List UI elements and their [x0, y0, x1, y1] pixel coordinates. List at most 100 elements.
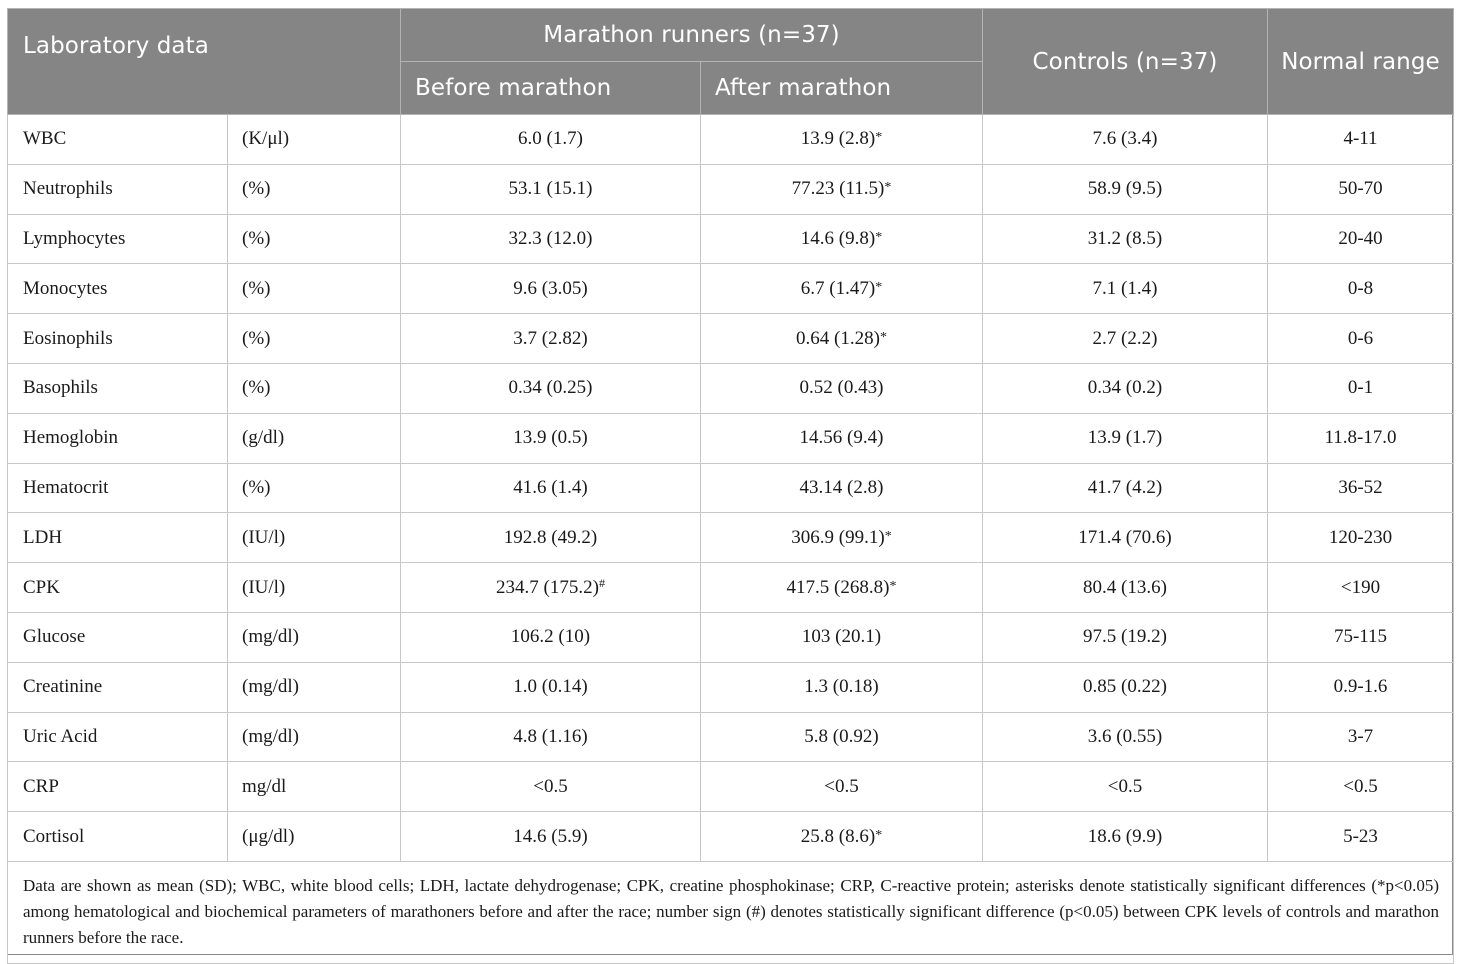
after-marathon-value-text: 14.56 (9.4) — [799, 427, 884, 449]
before-marathon-value: 1.0 (0.14) — [400, 661, 701, 713]
parameter-name-text: CPK — [23, 576, 60, 598]
parameter-name-text: CRP — [23, 775, 59, 797]
parameter-unit-text: (IU/l) — [242, 576, 286, 598]
table-row: Neutrophils (%) 53.1 (15.1) 77.23 (11.5)* 58… — [7, 163, 1454, 215]
parameter-name-text: Basophils — [23, 377, 98, 399]
before-marathon-value-text: 106.2 (10) — [510, 626, 591, 648]
after-marathon-value-text: 43.14 (2.8) — [799, 476, 884, 498]
parameter-name-text: Cortisol — [23, 825, 85, 847]
normal-range-value: 0-1 — [1267, 362, 1454, 414]
normal-range-value-text: 120-230 — [1328, 526, 1393, 548]
after-marathon-value-text: 417.5 (268.8) — [786, 576, 890, 598]
table-row: Glucose (mg/dl) 106.2 (10) 103 (20.1) 97.5 (… — [7, 611, 1454, 663]
table-row: Uric Acid (mg/dl) 4.8 (1.16) 5.8 (0.92) 3.6 … — [7, 711, 1454, 763]
normal-range-value-text: 36-52 — [1338, 476, 1383, 498]
parameter-unit: (mg/dl) — [227, 661, 401, 713]
table-row: CRP mg/dl <0.5 <0.5 <0.5 <0.5 — [7, 761, 1454, 813]
before-marathon-value-text: 192.8 (49.2) — [503, 526, 598, 548]
parameter-name: CPK — [7, 562, 228, 613]
significance-asterisk-mark: * — [884, 528, 892, 544]
parameter-name: Uric Acid — [7, 711, 228, 763]
table-row: WBC (K/μl) 6.0 (1.7) 13.9 (2.8)* 7.6 (3.4) 4-… — [7, 114, 1454, 165]
parameter-unit-text: (%) — [242, 227, 271, 249]
after-marathon-value: 417.5 (268.8)* — [700, 562, 983, 613]
normal-range-value-text: 11.8-17.0 — [1324, 427, 1397, 449]
parameter-unit: (%) — [227, 362, 401, 414]
controls-value-text: 13.9 (1.7) — [1087, 427, 1163, 449]
before-marathon-value-text: 53.1 (15.1) — [508, 178, 593, 200]
controls-value-text: 3.6 (0.55) — [1087, 725, 1163, 747]
parameter-name: CRP — [7, 761, 228, 813]
before-marathon-value: 0.34 (0.25) — [400, 362, 701, 414]
before-marathon-value-text: 1.0 (0.14) — [513, 676, 588, 698]
parameter-unit-text: (mg/dl) — [242, 676, 299, 698]
normal-range-value-text: 5-23 — [1343, 825, 1378, 847]
after-marathon-value: 43.14 (2.8) — [700, 462, 983, 514]
controls-value: 0.34 (0.2) — [982, 362, 1268, 414]
header-marathon-runners: Marathon runners (n=37) — [400, 8, 983, 62]
controls-value: 7.1 (1.4) — [982, 263, 1268, 315]
after-marathon-value: 13.9 (2.8)* — [700, 114, 983, 165]
parameter-name: Lymphocytes — [7, 213, 228, 265]
after-marathon-value-text: 13.9 (2.8) — [800, 128, 876, 150]
table-row: Eosinophils (%) 3.7 (2.82) 0.64 (1.28)* 2.7 … — [7, 313, 1454, 364]
parameter-unit: (%) — [227, 163, 401, 215]
parameter-unit-text: (IU/l) — [242, 526, 286, 548]
before-marathon-value: 14.6 (5.9) — [400, 811, 701, 862]
before-marathon-value-text: 6.0 (1.7) — [518, 128, 583, 150]
before-marathon-value: 32.3 (12.0) — [400, 213, 701, 265]
significance-asterisk-mark: * — [884, 180, 892, 196]
controls-value: <0.5 — [982, 761, 1268, 813]
normal-range-value: 3-7 — [1267, 711, 1454, 763]
normal-range-value: 36-52 — [1267, 462, 1454, 514]
parameter-unit-text: mg/dl — [242, 775, 287, 797]
parameter-name-text: Hemoglobin — [23, 427, 118, 449]
controls-value-text: <0.5 — [1107, 775, 1143, 797]
parameter-name: Basophils — [7, 362, 228, 414]
parameter-name-text: Lymphocytes — [23, 227, 126, 249]
normal-range-value-text: 3-7 — [1347, 725, 1374, 747]
normal-range-value: 0-8 — [1267, 263, 1454, 315]
table-row: Hematocrit (%) 41.6 (1.4) 43.14 (2.8) 41.7 (… — [7, 462, 1454, 514]
parameter-name-text: WBC — [23, 128, 67, 150]
controls-value: 80.4 (13.6) — [982, 562, 1268, 613]
after-marathon-value: 14.56 (9.4) — [700, 412, 983, 464]
table-header: Laboratory data Marathon runners (n=37) … — [7, 8, 1454, 115]
parameter-unit-text: (mg/dl) — [242, 725, 299, 747]
normal-range-value: 0-6 — [1267, 313, 1454, 364]
before-marathon-value: 41.6 (1.4) — [400, 462, 701, 514]
parameter-name: Hematocrit — [7, 462, 228, 514]
after-marathon-value-text: 6.7 (1.47) — [800, 277, 876, 299]
before-marathon-value: 6.0 (1.7) — [400, 114, 701, 165]
table-row: Monocytes (%) 9.6 (3.05) 6.7 (1.47)* 7.1 (1.… — [7, 263, 1454, 315]
normal-range-value-text: 20-40 — [1338, 227, 1383, 249]
table-row: Lymphocytes (%) 32.3 (12.0) 14.6 (9.8)* 31.2… — [7, 213, 1454, 265]
parameter-name: Glucose — [7, 611, 228, 663]
parameter-unit: (%) — [227, 263, 401, 315]
table-body: WBC (K/μl) 6.0 (1.7) 13.9 (2.8)* 7.6 (3.4) 4-… — [7, 114, 1454, 862]
after-marathon-value: 306.9 (99.1)* — [700, 512, 983, 564]
significance-asterisk-mark: * — [875, 229, 883, 245]
controls-value-text: 171.4 (70.6) — [1078, 526, 1172, 548]
normal-range-value-text: 0.9-1.6 — [1333, 676, 1388, 698]
after-marathon-value-text: <0.5 — [824, 775, 859, 797]
controls-value-text: 41.7 (4.2) — [1087, 476, 1163, 498]
parameter-name-text: LDH — [23, 526, 63, 548]
parameter-unit: (%) — [227, 213, 401, 265]
controls-value-text: 0.85 (0.22) — [1083, 676, 1167, 698]
normal-range-value: 20-40 — [1267, 213, 1454, 265]
table-row: Cortisol (μg/dl) 14.6 (5.9) 25.8 (8.6)* 18.6… — [7, 811, 1454, 862]
parameter-unit-text: (μg/dl) — [242, 825, 295, 847]
normal-range-value-text: <190 — [1340, 576, 1381, 598]
normal-range-value: 75-115 — [1267, 611, 1454, 663]
after-marathon-value-text: 5.8 (0.92) — [804, 725, 879, 747]
normal-range-value-text: 0-8 — [1347, 277, 1374, 299]
controls-value: 0.85 (0.22) — [982, 661, 1268, 713]
before-marathon-value-text: 234.7 (175.2) — [496, 576, 599, 598]
after-marathon-value: 25.8 (8.6)* — [700, 811, 983, 862]
controls-value: 7.6 (3.4) — [982, 114, 1268, 165]
parameter-name-text: Eosinophils — [23, 327, 113, 349]
normal-range-value-text: 0-6 — [1347, 327, 1374, 349]
controls-value: 13.9 (1.7) — [982, 412, 1268, 464]
before-marathon-value-text: 0.34 (0.25) — [508, 377, 593, 399]
